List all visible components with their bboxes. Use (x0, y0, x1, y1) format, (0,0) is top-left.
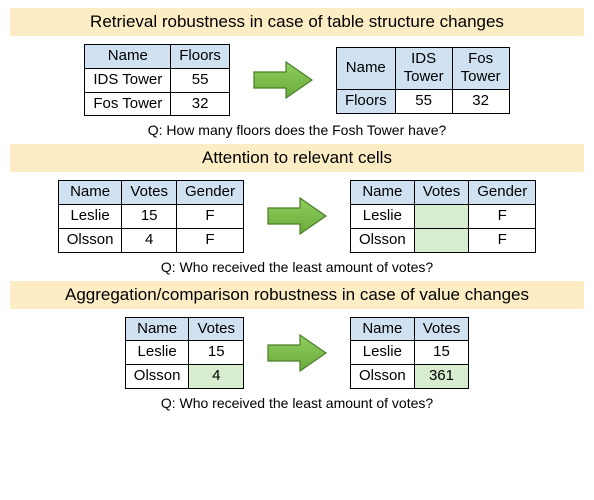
table-row: NameVotes (351, 317, 469, 341)
header-cell: Floors (171, 45, 230, 69)
header-cell: Gender (176, 181, 243, 205)
section-title: Aggregation/comparison robustness in cas… (10, 281, 584, 309)
data-cell: 55 (171, 68, 230, 92)
table-row: NameVotes (125, 317, 243, 341)
header-cell: Name (58, 181, 122, 205)
table-row: NameVotesGender (58, 181, 243, 205)
section: Aggregation/comparison robustness in cas… (10, 281, 584, 411)
comparison-row: NameFloorsIDS Tower55Fos Tower32NameIDST… (10, 42, 584, 120)
table-row: Olsson4F (58, 228, 243, 252)
right-table: NameVotesGenderLeslie FOlsson F (350, 180, 536, 252)
section: Attention to relevant cellsNameVotesGend… (10, 144, 584, 274)
right-table: NameIDSTowerFosTowerFloors5532 (336, 47, 510, 114)
header-cell: Votes (189, 317, 244, 341)
table-row: Olsson4 (125, 365, 243, 389)
question-text: Q: Who received the least amount of vote… (10, 259, 584, 275)
data-cell: Olsson (125, 365, 189, 389)
question-text: Q: Who received the least amount of vote… (10, 395, 584, 411)
table-row: Leslie15 (125, 341, 243, 365)
section: Retrieval robustness in case of table st… (10, 8, 584, 138)
header-cell: Gender (469, 181, 536, 205)
table-row: NameIDSTowerFosTower (336, 47, 509, 90)
table-row: Leslie F (351, 205, 536, 229)
data-cell: 55 (395, 90, 452, 114)
comparison-row: NameVotesLeslie15Olsson4NameVotesLeslie1… (10, 315, 584, 393)
data-cell: F (176, 228, 243, 252)
question-text: Q: How many floors does the Fosh Tower h… (10, 122, 584, 138)
data-cell: F (469, 228, 536, 252)
data-cell: 15 (122, 205, 177, 229)
header-cell: Votes (122, 181, 177, 205)
data-cell (414, 205, 469, 229)
data-cell: 15 (189, 341, 244, 365)
data-cell: Leslie (351, 205, 415, 229)
left-table: NameVotesGenderLeslie15FOlsson4F (58, 180, 244, 252)
header-cell: IDSTower (395, 47, 452, 90)
table-row: NameFloors (85, 45, 230, 69)
header-cell: FosTower (452, 47, 509, 90)
arrow-right-icon (266, 333, 328, 373)
table-row: IDS Tower55 (85, 68, 230, 92)
left-table: NameVotesLeslie15Olsson4 (125, 317, 244, 389)
section-title: Attention to relevant cells (10, 144, 584, 172)
data-cell (414, 228, 469, 252)
data-cell: Olsson (351, 228, 415, 252)
data-cell: Leslie (351, 341, 415, 365)
data-cell: F (469, 205, 536, 229)
data-cell: Leslie (58, 205, 122, 229)
data-cell: Olsson (58, 228, 122, 252)
arrow-right-icon (252, 60, 314, 100)
data-cell: Leslie (125, 341, 189, 365)
header-cell: Name (85, 45, 171, 69)
header-cell: Name (351, 317, 415, 341)
arrow-right-icon (266, 196, 328, 236)
header-cell: Votes (414, 181, 469, 205)
header-cell: Floors (336, 90, 395, 114)
right-table: NameVotesLeslie15Olsson361 (350, 317, 469, 389)
header-cell: Name (336, 47, 395, 90)
data-cell: F (176, 205, 243, 229)
table-row: Leslie15F (58, 205, 243, 229)
table-row: Olsson F (351, 228, 536, 252)
data-cell: 32 (452, 90, 509, 114)
section-title: Retrieval robustness in case of table st… (10, 8, 584, 36)
table-row: Leslie15 (351, 341, 469, 365)
header-cell: Name (125, 317, 189, 341)
header-cell: Votes (414, 317, 469, 341)
data-cell: 15 (414, 341, 469, 365)
data-cell: 4 (122, 228, 177, 252)
data-cell: Olsson (351, 365, 415, 389)
table-row: NameVotesGender (351, 181, 536, 205)
left-table: NameFloorsIDS Tower55Fos Tower32 (84, 44, 230, 116)
table-row: Fos Tower32 (85, 92, 230, 116)
table-row: Olsson361 (351, 365, 469, 389)
comparison-row: NameVotesGenderLeslie15FOlsson4FNameVote… (10, 178, 584, 256)
data-cell: 361 (414, 365, 469, 389)
data-cell: Fos Tower (85, 92, 171, 116)
data-cell: 4 (189, 365, 244, 389)
data-cell: 32 (171, 92, 230, 116)
table-row: Floors5532 (336, 90, 509, 114)
data-cell: IDS Tower (85, 68, 171, 92)
header-cell: Name (351, 181, 415, 205)
